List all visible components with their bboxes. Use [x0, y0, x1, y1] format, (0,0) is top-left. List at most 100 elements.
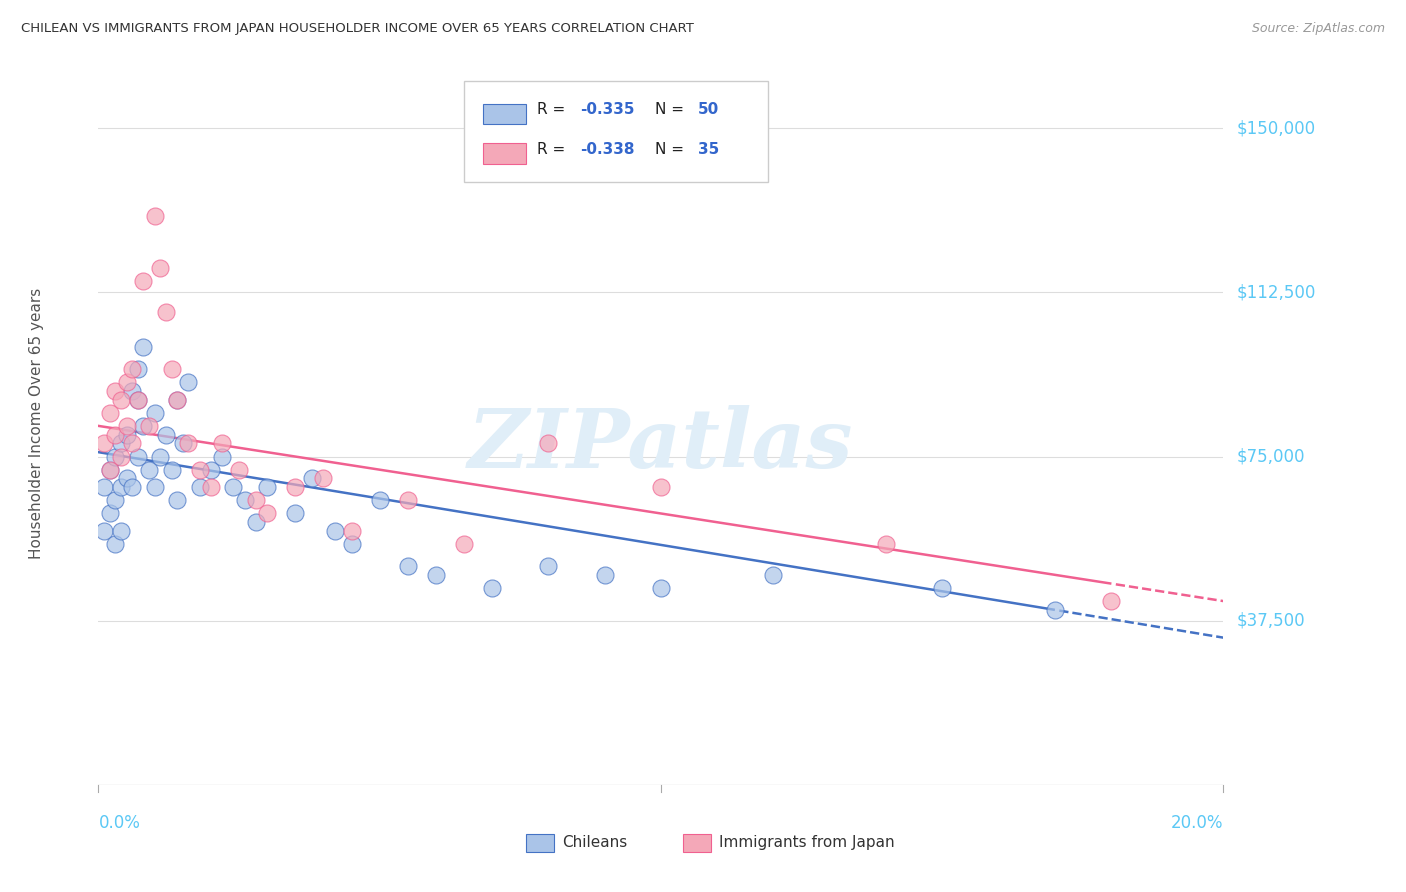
Bar: [484, 144, 526, 163]
Point: [132, 340, 155, 354]
Point: [537, 436, 560, 450]
Text: CHILEAN VS IMMIGRANTS FROM JAPAN HOUSEHOLDER INCOME OVER 65 YEARS CORRELATION CH: CHILEAN VS IMMIGRANTS FROM JAPAN HOUSEHO…: [21, 22, 695, 36]
Point: [115, 471, 138, 485]
Point: [1099, 594, 1122, 608]
Point: [110, 392, 132, 407]
Point: [93, 436, 115, 450]
Point: [121, 384, 143, 398]
Bar: [526, 834, 554, 852]
Point: [127, 362, 149, 376]
Point: [127, 392, 149, 407]
Point: [127, 392, 149, 407]
Point: [396, 559, 419, 574]
Point: [93, 524, 115, 538]
Point: [1043, 603, 1066, 617]
Point: [762, 567, 785, 582]
Point: [425, 567, 447, 582]
Point: [155, 305, 177, 319]
Point: [115, 418, 138, 433]
Point: [188, 480, 211, 494]
Point: [104, 384, 127, 398]
Point: [166, 392, 188, 407]
Text: -0.335: -0.335: [579, 102, 634, 117]
Text: R =: R =: [537, 102, 571, 117]
Point: [110, 436, 132, 450]
Point: [110, 480, 132, 494]
Point: [931, 581, 953, 595]
Point: [155, 427, 177, 442]
Point: [110, 524, 132, 538]
Point: [143, 209, 166, 223]
Point: [115, 375, 138, 389]
Point: [132, 418, 155, 433]
Point: [98, 507, 121, 521]
Text: $112,500: $112,500: [1237, 284, 1316, 301]
Text: ZIPatlas: ZIPatlas: [468, 405, 853, 485]
Point: [284, 507, 307, 521]
Point: [166, 392, 188, 407]
Point: [228, 463, 250, 477]
Point: [177, 436, 200, 450]
FancyBboxPatch shape: [464, 80, 768, 182]
Text: $75,000: $75,000: [1237, 448, 1306, 466]
Text: Immigrants from Japan: Immigrants from Japan: [720, 835, 896, 850]
Point: [104, 493, 127, 508]
Point: [132, 274, 155, 288]
Point: [222, 480, 245, 494]
Point: [115, 427, 138, 442]
Point: [245, 515, 267, 529]
Point: [301, 471, 323, 485]
Point: [211, 436, 233, 450]
Point: [323, 524, 346, 538]
Point: [537, 559, 560, 574]
Point: [368, 493, 391, 508]
Text: -0.338: -0.338: [579, 142, 634, 157]
Point: [138, 418, 160, 433]
Point: [188, 463, 211, 477]
Point: [340, 537, 363, 551]
Point: [104, 450, 127, 464]
Point: [149, 450, 172, 464]
Point: [121, 480, 143, 494]
Point: [200, 463, 222, 477]
Point: [284, 480, 307, 494]
Text: 50: 50: [697, 102, 720, 117]
Point: [453, 537, 475, 551]
Point: [127, 450, 149, 464]
Point: [143, 480, 166, 494]
Point: [312, 471, 335, 485]
Point: [110, 450, 132, 464]
Point: [650, 581, 672, 595]
Point: [104, 537, 127, 551]
Point: [166, 493, 188, 508]
Text: $37,500: $37,500: [1237, 612, 1306, 630]
Text: N =: N =: [655, 102, 689, 117]
Text: R =: R =: [537, 142, 571, 157]
Point: [233, 493, 256, 508]
Point: [149, 261, 172, 276]
Text: 20.0%: 20.0%: [1171, 814, 1223, 832]
Point: [340, 524, 363, 538]
Point: [104, 427, 127, 442]
Bar: [683, 834, 711, 852]
Point: [121, 362, 143, 376]
Point: [138, 463, 160, 477]
Text: Source: ZipAtlas.com: Source: ZipAtlas.com: [1251, 22, 1385, 36]
Point: [93, 480, 115, 494]
Point: [245, 493, 267, 508]
Point: [121, 436, 143, 450]
Point: [211, 450, 233, 464]
Point: [875, 537, 897, 551]
Text: $150,000: $150,000: [1237, 120, 1316, 137]
Point: [160, 463, 183, 477]
Point: [650, 480, 672, 494]
Text: 35: 35: [697, 142, 720, 157]
Point: [396, 493, 419, 508]
Point: [593, 567, 616, 582]
Point: [256, 507, 278, 521]
Point: [481, 581, 503, 595]
Point: [177, 375, 200, 389]
Point: [98, 406, 121, 420]
Text: N =: N =: [655, 142, 689, 157]
Point: [172, 436, 194, 450]
